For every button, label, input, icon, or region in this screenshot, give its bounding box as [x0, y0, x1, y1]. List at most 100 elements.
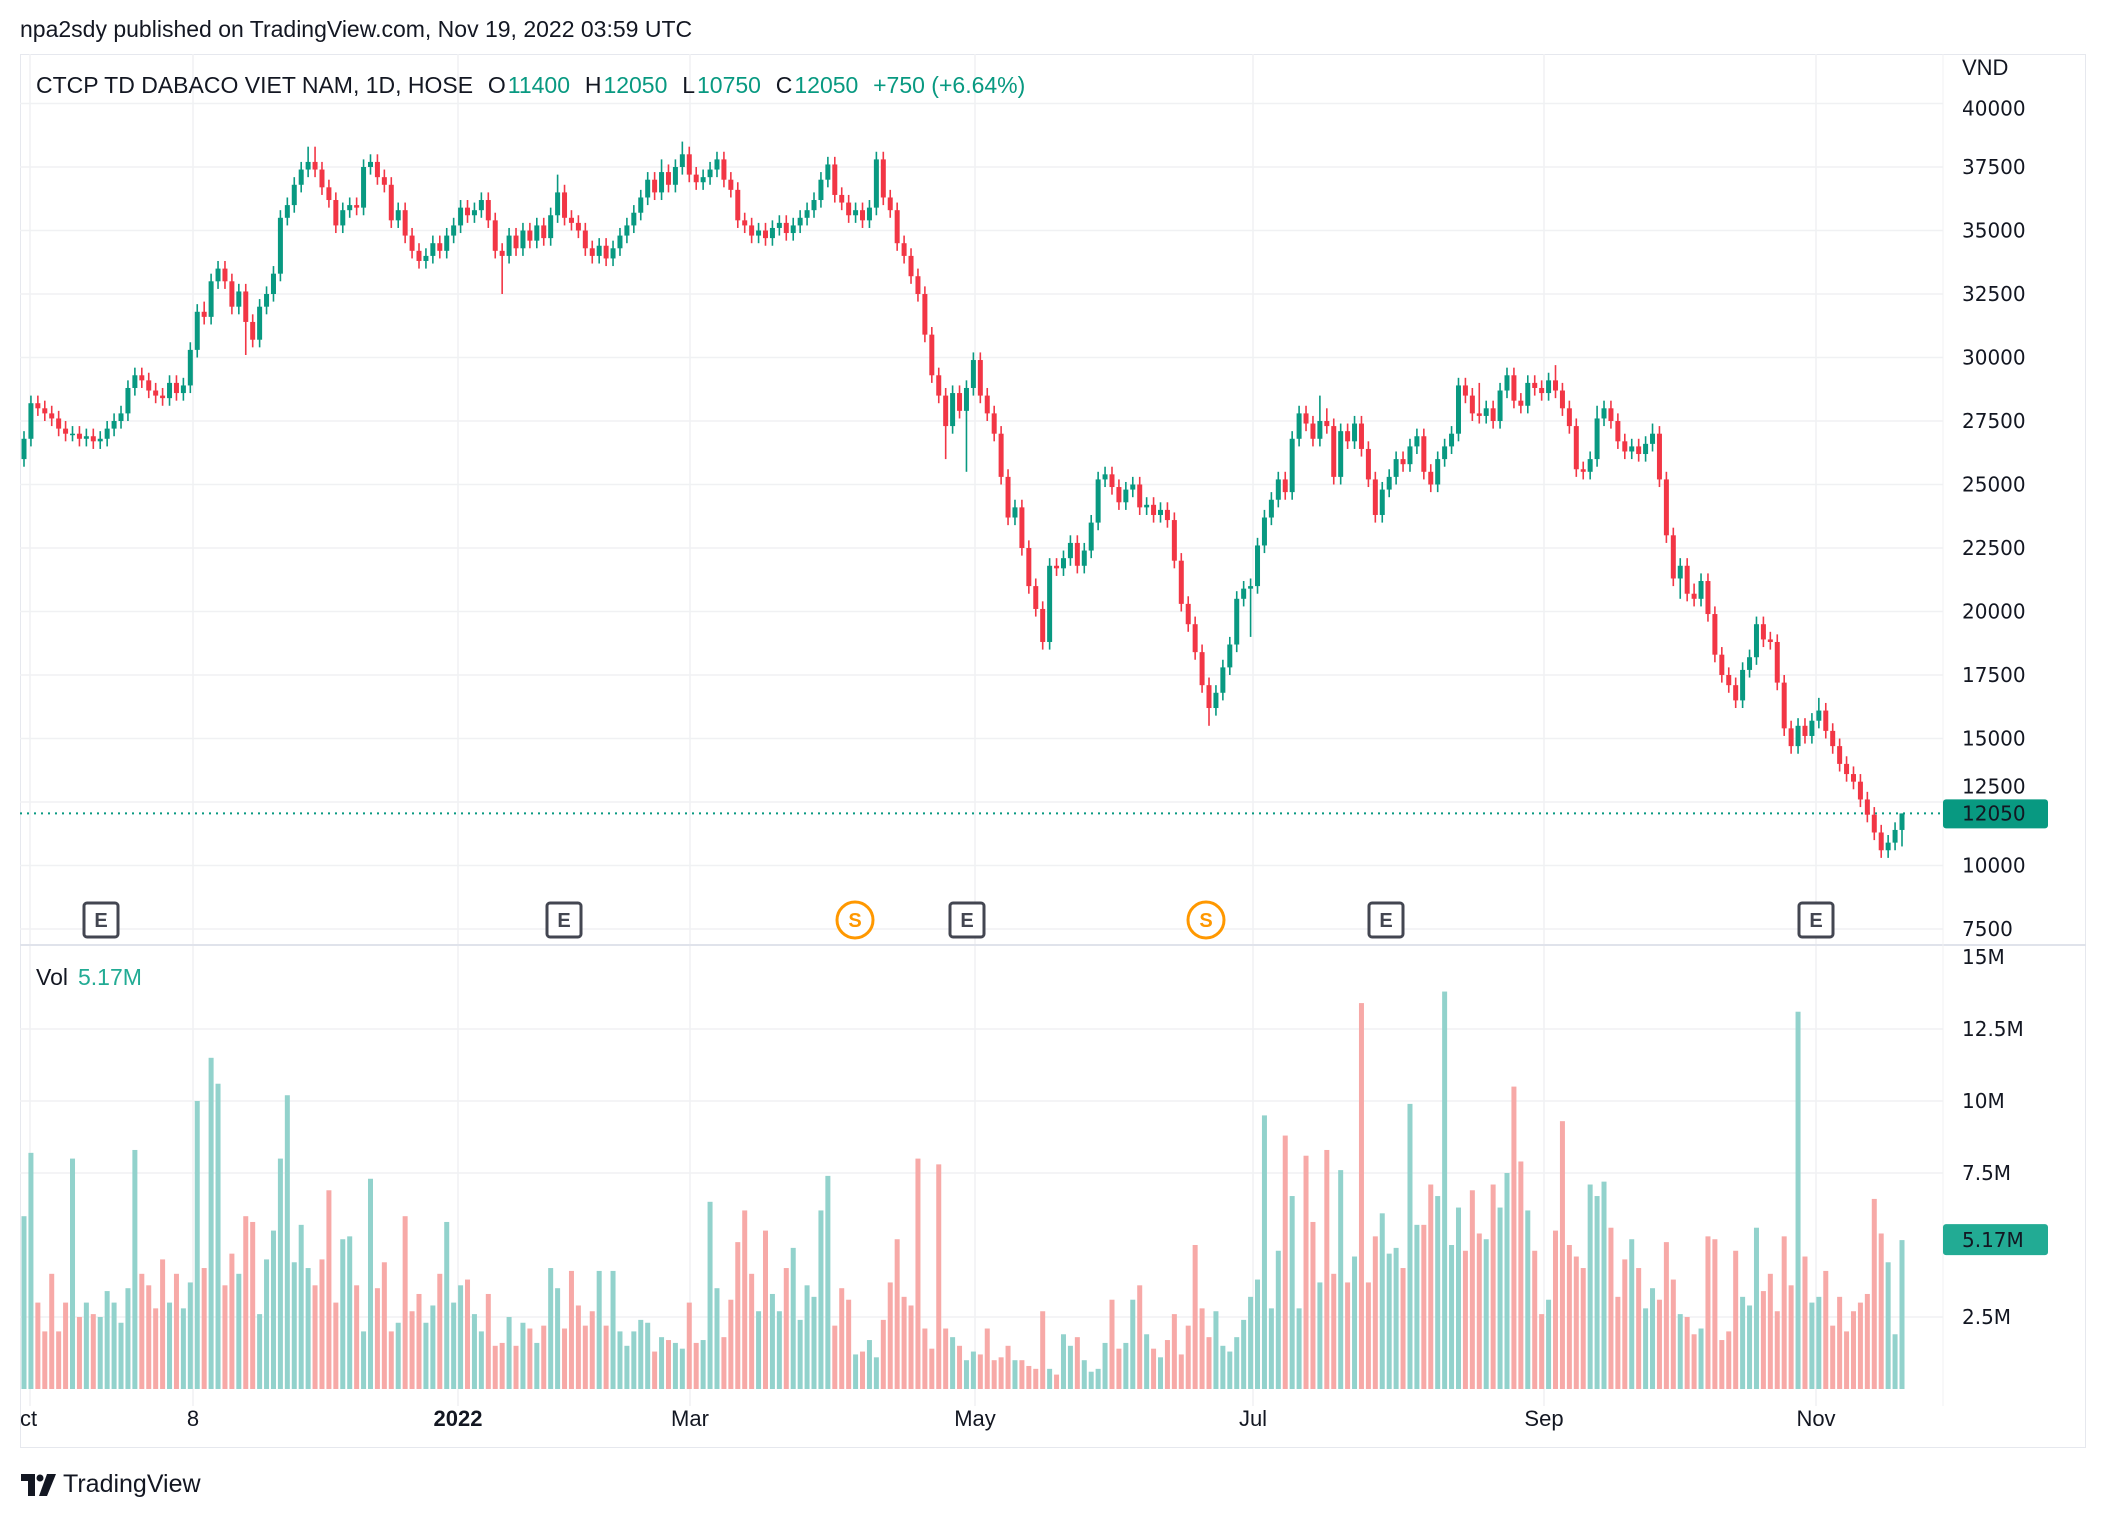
candle-body	[846, 202, 852, 216]
candle-body	[887, 197, 893, 211]
earnings-event-icon[interactable]	[948, 901, 986, 939]
volume-bar	[201, 1268, 207, 1389]
candle-body	[1760, 624, 1766, 640]
candle-body	[194, 311, 200, 350]
volume-bar	[1296, 1308, 1302, 1389]
volume-bar	[762, 1230, 768, 1389]
price-tick-label: 37500	[1962, 155, 2026, 179]
volume-bar	[1871, 1198, 1877, 1389]
volume-bar	[222, 1285, 228, 1389]
candle-body	[957, 393, 963, 411]
volume-bar	[769, 1293, 775, 1389]
candle-body	[936, 375, 942, 396]
tradingview-logo-icon	[21, 1473, 56, 1496]
candle-body	[125, 387, 131, 414]
candle-body	[187, 349, 193, 386]
time-tick-label: Nov	[1796, 1406, 1836, 1431]
volume-bar	[568, 1270, 574, 1389]
volume-tick-label: 12.5M	[1962, 1017, 2024, 1041]
candle-body	[624, 225, 630, 236]
volume-bar	[63, 1302, 69, 1389]
candle-body	[1532, 382, 1538, 388]
candle-body	[354, 205, 360, 208]
earnings-event-icon[interactable]	[1367, 901, 1405, 939]
volume-bar	[160, 1259, 166, 1389]
volume-bar	[1414, 1224, 1420, 1389]
candle-body	[361, 167, 367, 208]
high-label: H	[584, 72, 602, 98]
volume-bar	[97, 1317, 103, 1389]
volume-bar	[76, 1317, 82, 1389]
candle-body	[1892, 829, 1898, 843]
volume-bar	[603, 1325, 609, 1389]
candle-body	[811, 200, 817, 211]
split-event-icon[interactable]	[1186, 900, 1226, 940]
volume-bar	[111, 1302, 117, 1389]
candle-body	[1608, 408, 1614, 421]
candle-body	[1497, 390, 1503, 421]
volume-bar	[790, 1247, 796, 1389]
volume-bar	[1019, 1360, 1025, 1389]
candle-body	[1677, 565, 1683, 579]
volume-bar	[1795, 1011, 1801, 1389]
split-event-icon[interactable]	[835, 900, 875, 940]
volume-bar	[506, 1317, 512, 1389]
candle-body	[478, 200, 484, 211]
candle-body	[686, 154, 692, 175]
earnings-event-icon[interactable]	[82, 901, 120, 939]
earnings-event-label: E	[1379, 910, 1392, 932]
candle-body	[1255, 545, 1261, 587]
volume-bar	[1449, 1245, 1455, 1389]
volume-bar	[1774, 1311, 1780, 1389]
volume-bar	[333, 1302, 339, 1389]
candle-body	[1469, 395, 1475, 414]
volume-bar	[1518, 1161, 1524, 1389]
candle-body	[333, 200, 339, 226]
volume-bar	[1005, 1345, 1011, 1389]
volume-bar	[783, 1268, 789, 1389]
open-label: O	[487, 72, 506, 98]
candle-body	[1047, 565, 1053, 642]
volume-bar	[1802, 1256, 1808, 1389]
candle-body	[1511, 375, 1517, 401]
volume-bar	[361, 1331, 367, 1389]
volume-bar	[1705, 1236, 1711, 1389]
candle-body	[1566, 408, 1572, 427]
candle-body	[1365, 448, 1371, 480]
candle-body	[721, 159, 727, 180]
volume-bar	[1130, 1299, 1136, 1389]
candle-body	[1352, 423, 1358, 442]
volume-bar	[610, 1270, 616, 1389]
volume-bar	[832, 1325, 838, 1389]
tradingview-logo[interactable]: TradingView	[21, 1470, 201, 1499]
candle-body	[1747, 657, 1753, 670]
publish-info: npa2sdy published on TradingView.com, No…	[20, 16, 693, 42]
candle-body	[1324, 421, 1330, 427]
volume-bar	[1088, 1371, 1094, 1389]
volume-bar	[1060, 1334, 1066, 1389]
volume-bar	[943, 1328, 949, 1389]
candle-body	[215, 268, 221, 282]
time-axis[interactable]: ct 8 2022 Mar May Jul Sep Nov	[0, 1406, 1943, 1436]
earnings-event-icon[interactable]	[1797, 901, 1835, 939]
time-tick-label: May	[954, 1406, 996, 1431]
candle-body	[1670, 535, 1676, 579]
candle-body	[173, 382, 179, 394]
earnings-event-icon[interactable]	[545, 901, 583, 939]
time-tick-label: Mar	[671, 1406, 709, 1431]
candle-body	[1455, 385, 1461, 434]
price-tick-label: 27500	[1962, 409, 2026, 433]
candle-body	[582, 230, 588, 249]
candle-body	[1185, 603, 1191, 625]
last-price-label: 12050	[1962, 801, 2026, 825]
candle-body	[437, 243, 443, 251]
candle-body	[492, 220, 498, 251]
candle-body	[1054, 565, 1060, 569]
candle-body	[1296, 413, 1302, 439]
candle-body	[652, 179, 658, 193]
volume-bar	[811, 1296, 817, 1389]
candle-body	[617, 235, 623, 249]
time-tick-label: 8	[186, 1406, 200, 1431]
